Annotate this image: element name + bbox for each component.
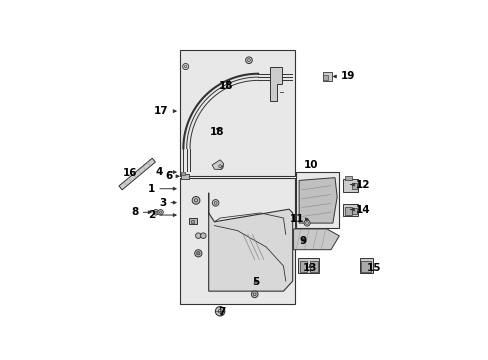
Bar [343, 204, 357, 216]
Bar [361, 261, 371, 271]
Circle shape [245, 57, 252, 64]
Text: 11: 11 [289, 214, 304, 224]
Bar [180, 177, 294, 304]
Bar [322, 72, 331, 81]
Text: 13: 13 [303, 263, 317, 273]
Bar [309, 261, 317, 271]
Text: 17: 17 [154, 106, 168, 116]
Polygon shape [212, 160, 223, 169]
Bar [352, 183, 357, 189]
Circle shape [217, 163, 223, 169]
Text: 9: 9 [299, 237, 306, 246]
Bar [299, 261, 307, 271]
Text: 18: 18 [210, 127, 224, 137]
Polygon shape [293, 229, 339, 250]
Text: 12: 12 [355, 180, 370, 190]
Circle shape [200, 233, 205, 238]
Text: 6: 6 [165, 171, 173, 181]
Bar [190, 220, 194, 223]
Bar [180, 50, 294, 176]
Bar [298, 258, 319, 273]
Bar [344, 207, 351, 215]
Bar [344, 176, 351, 180]
Circle shape [194, 250, 202, 257]
Bar [181, 172, 184, 175]
Circle shape [215, 306, 224, 316]
Bar [352, 208, 357, 214]
Circle shape [212, 199, 219, 206]
Text: 1: 1 [147, 184, 155, 194]
Text: 2: 2 [147, 210, 155, 220]
Text: 14: 14 [355, 204, 370, 215]
Circle shape [182, 63, 188, 69]
Text: 10: 10 [303, 160, 318, 170]
Polygon shape [208, 193, 292, 291]
Text: 18: 18 [218, 81, 232, 91]
Polygon shape [269, 67, 282, 100]
Polygon shape [299, 177, 337, 223]
Polygon shape [119, 158, 155, 190]
Bar [296, 172, 339, 228]
Circle shape [153, 210, 158, 215]
Text: 4: 4 [156, 167, 163, 177]
Text: 19: 19 [340, 72, 354, 81]
Text: 5: 5 [251, 277, 259, 287]
Text: 3: 3 [159, 198, 166, 208]
Circle shape [196, 252, 200, 255]
Bar [359, 258, 373, 273]
Text: 16: 16 [122, 168, 137, 179]
Circle shape [304, 220, 309, 226]
Bar [343, 179, 357, 192]
Bar [189, 218, 197, 224]
Bar [181, 174, 189, 179]
Text: 8: 8 [131, 207, 138, 217]
Bar [323, 75, 327, 80]
Circle shape [195, 233, 201, 238]
Circle shape [251, 291, 258, 298]
Circle shape [158, 210, 163, 215]
Circle shape [192, 197, 200, 204]
Text: 15: 15 [366, 263, 381, 273]
Text: 7: 7 [217, 307, 225, 317]
